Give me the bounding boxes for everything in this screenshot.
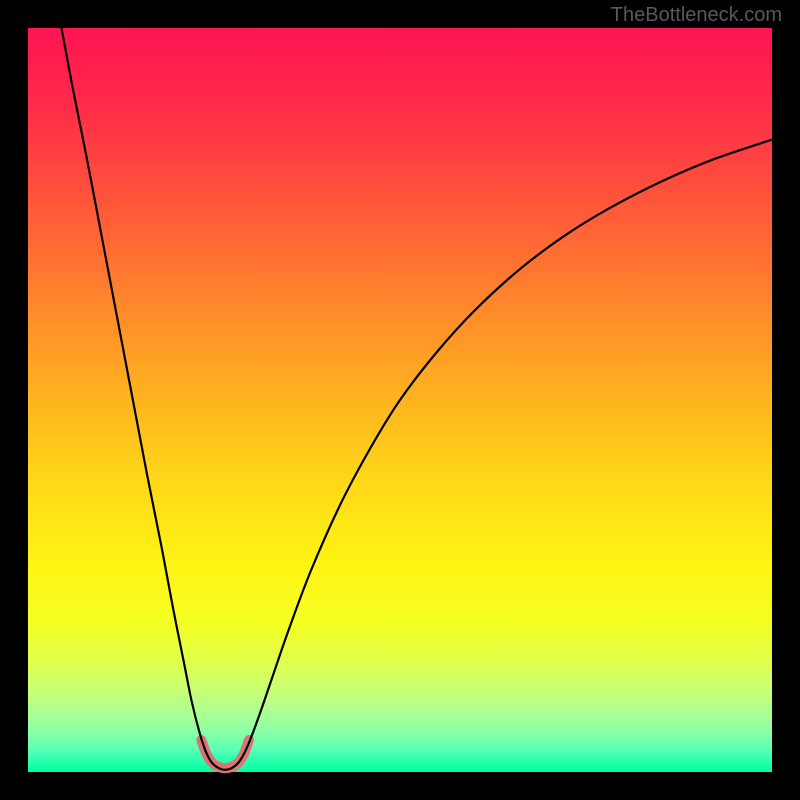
watermark-text: TheBottleneck.com [611,4,782,27]
trough-highlight [201,740,249,768]
bottleneck-curve [61,28,772,770]
chart-container: TheBottleneck.com [0,0,800,800]
curve-svg [28,28,772,772]
plot-area [28,28,772,772]
